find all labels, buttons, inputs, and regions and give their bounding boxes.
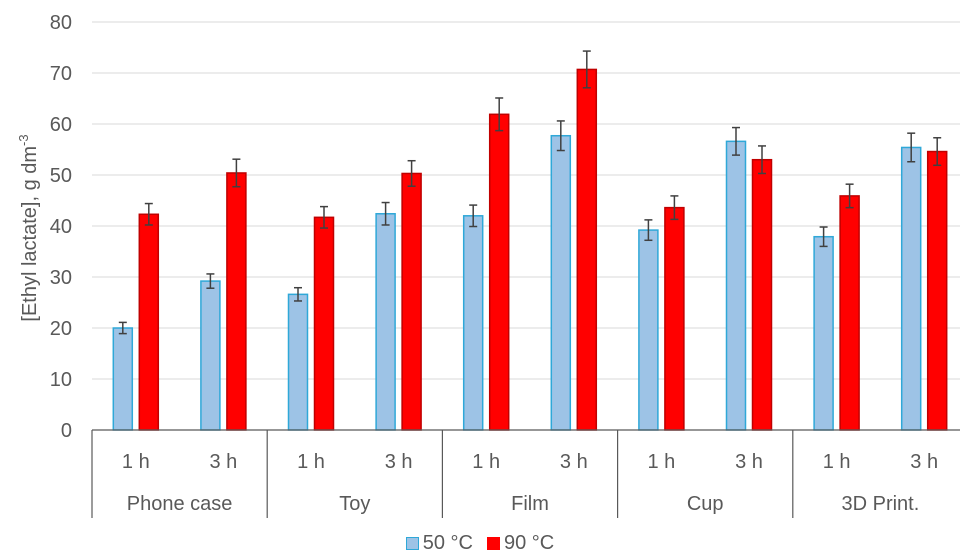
y-tick-label: 40 [50, 216, 72, 238]
bar-50c [638, 229, 659, 431]
bar-50c [900, 146, 922, 431]
error-bar [758, 145, 766, 175]
error-bar [381, 201, 390, 226]
y-tick-label: 50 [50, 165, 72, 187]
bar-50c [200, 280, 221, 431]
bar-50c [375, 213, 396, 431]
x-tick-label-time: 3 h [735, 451, 763, 473]
error-bar [670, 195, 679, 221]
bar-50c [462, 215, 484, 431]
error-bar [732, 126, 740, 156]
y-tick-labels: 0 10 20 30 40 50 60 70 80 [50, 12, 72, 442]
bar-90c [926, 150, 948, 431]
bar-chart: 0 10 20 30 40 50 60 70 80 1 h 3 h 1 h 3 h 1 h 3 h 1 h 3… [16, 12, 960, 518]
legend-label-50c: 50 °C [422, 531, 473, 554]
bar-90c [226, 172, 247, 431]
x-tick-label-group: Cup [687, 493, 724, 515]
legend-label-90c: 90 °C [504, 531, 555, 554]
bar-50c [287, 293, 309, 431]
y-axis-title-superscript: -3 [16, 134, 31, 146]
bar-90c [488, 113, 510, 431]
bar-90c [138, 213, 160, 431]
error-bar [933, 137, 942, 167]
y-tick-label: 20 [50, 318, 72, 340]
y-tick-label: 30 [50, 267, 72, 289]
error-bars [118, 50, 942, 335]
error-bar [144, 202, 153, 226]
bar-50c [725, 140, 747, 431]
error-bar [495, 97, 504, 132]
error-bar [907, 132, 916, 163]
x-tick-label-time: 3 h [910, 451, 938, 473]
x-tick-label-time: 1 h [122, 451, 150, 473]
bar-90c [401, 172, 422, 431]
bar-50c [550, 134, 572, 431]
x-axis [91, 429, 960, 518]
error-bar [582, 50, 591, 89]
bar-90c [313, 216, 335, 431]
error-bar [819, 226, 828, 248]
x-tick-label-group: Toy [339, 493, 370, 515]
error-bar [556, 120, 565, 152]
error-bar [845, 183, 854, 209]
bar-90c [664, 206, 685, 431]
x-category-labels: 1 h 3 h 1 h 3 h 1 h 3 h 1 h 3 h 1 h 3 h Phone case… [122, 451, 938, 515]
y-axis-title-text: [Ethyl lactate], g dm [19, 146, 41, 322]
y-tick-label: 80 [50, 12, 72, 34]
x-tick-label-time: 3 h [209, 451, 237, 473]
error-bar [407, 159, 416, 187]
error-bar [232, 158, 241, 188]
legend-swatch-90c [487, 536, 500, 550]
x-tick-label-time: 1 h [647, 451, 675, 473]
x-tick-label-time: 3 h [385, 451, 413, 473]
x-tick-label-time: 1 h [823, 451, 851, 473]
x-tick-label-time: 1 h [472, 451, 500, 473]
x-tick-label-time: 3 h [560, 451, 588, 473]
bar-90c [576, 68, 598, 431]
legend: 50 °C 90 °C [0, 530, 960, 556]
y-tick-label: 60 [50, 114, 72, 136]
legend-item-90c: 90 °C [487, 532, 554, 555]
x-tick-label-group: Phone case [127, 493, 233, 515]
legend-swatch-50c [405, 536, 419, 550]
bar-90c [751, 158, 773, 431]
legend-item-50c: 50 °C [405, 531, 473, 555]
y-tick-label: 10 [50, 369, 72, 391]
bar-50c [112, 327, 134, 431]
error-bar [644, 219, 653, 242]
error-bar [206, 273, 215, 289]
error-bar [320, 205, 328, 229]
error-bar [469, 204, 478, 228]
y-axis-title: [Ethyl lactate], g dm-3 [16, 134, 41, 321]
error-bar [118, 321, 127, 335]
y-tick-label: 0 [61, 420, 72, 442]
x-tick-label-group: Film [511, 493, 549, 515]
x-tick-label-time: 1 h [297, 451, 325, 473]
y-tick-label: 70 [50, 63, 72, 85]
bar-50c [813, 235, 834, 431]
error-bar [294, 286, 302, 302]
bar-90c [839, 195, 860, 431]
x-tick-label-group: 3D Print. [841, 493, 919, 515]
